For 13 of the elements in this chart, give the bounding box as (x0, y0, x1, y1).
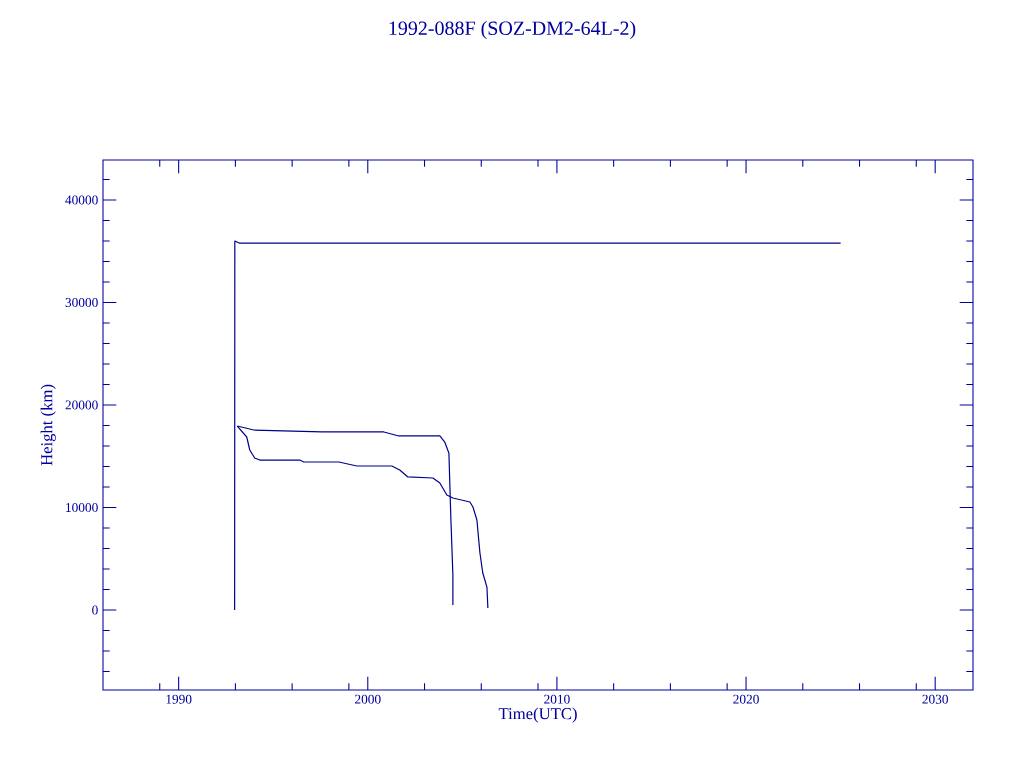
y-tick-label: 40000 (65, 195, 98, 205)
x-axis-title: Time(UTC) (498, 707, 577, 723)
y-tick-label: 30000 (65, 297, 98, 307)
y-tick-label: 10000 (66, 503, 98, 513)
x-tick-label: 2000 (355, 694, 381, 704)
x-tick-label: 2030 (922, 694, 949, 704)
x-tick-label: 1990 (166, 694, 192, 704)
x-tick-label: 2020 (733, 694, 759, 704)
y-axis-title: Height (km) (40, 384, 56, 466)
chart-title: 1992-088F (SOZ-DM2-64L-2) (389, 20, 636, 40)
y-tick-label: 0 (92, 605, 98, 615)
x-tick-label: 2010 (544, 694, 570, 704)
y-tick-label: 20000 (65, 400, 98, 410)
